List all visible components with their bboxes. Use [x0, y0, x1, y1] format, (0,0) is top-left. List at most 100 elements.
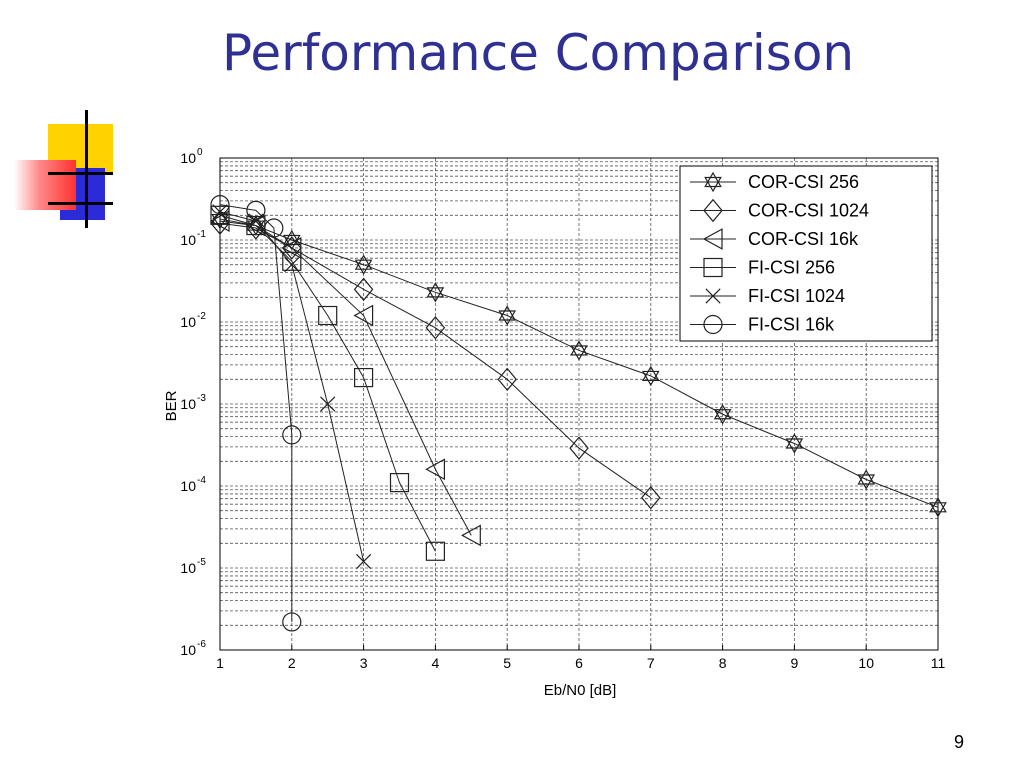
legend-label: COR-CSI 1024: [748, 201, 869, 221]
legend-box: [679, 165, 933, 342]
y-tick-base: 10: [180, 396, 196, 412]
marker-hexagram-up: [641, 365, 660, 382]
marker-hexagram-up: [704, 171, 722, 188]
y-tick-exponent: -3: [197, 393, 206, 404]
data-point: [284, 257, 300, 273]
legend-entry: FI-CSI 256: [690, 258, 835, 278]
data-point: [353, 304, 374, 327]
data-point: [570, 340, 588, 361]
legend-label: COR-CSI 256: [748, 172, 859, 192]
data-point: [318, 305, 338, 326]
marker-hexagram-down: [426, 287, 445, 303]
vertical-line: [85, 110, 88, 228]
marker-square: [703, 257, 723, 278]
series-hexagram: [211, 208, 947, 518]
marker-hexagram-down: [498, 310, 517, 326]
marker-hexagram-down: [354, 259, 373, 275]
series-triangle-left: [209, 210, 481, 547]
y-tick-label: 10 -3: [180, 393, 206, 412]
marker-triangle-left: [702, 228, 723, 250]
data-point: [641, 365, 660, 387]
marker-hexagram-up: [282, 229, 301, 246]
data-point: [929, 497, 947, 518]
data-point: [282, 612, 302, 632]
data-point: [461, 524, 481, 547]
marker-hexagram-up: [498, 305, 517, 321]
legend-label: FI-CSI 16k: [748, 315, 835, 335]
data-point: [320, 396, 336, 412]
legend-entry: FI-CSI 1024: [690, 286, 845, 306]
marker-hexagram-up: [857, 469, 876, 485]
y-tick-exponent: -5: [197, 557, 206, 568]
slide-title: Performance Comparison: [222, 24, 855, 82]
marker-hexagram-down: [704, 176, 722, 193]
page-number: 9: [953, 732, 964, 752]
legend-entry: COR-CSI 256: [690, 171, 859, 193]
marker-hexagram-down: [570, 345, 588, 361]
data-point: [355, 553, 372, 570]
y-tick-label: 10 0: [180, 147, 203, 166]
marker-hexagram-up: [426, 282, 445, 298]
series: [209, 195, 947, 632]
data-point: [264, 218, 284, 238]
legend-entry: COR-CSI 16k: [690, 228, 859, 250]
series-square: [210, 205, 445, 561]
y-tick-base: 10: [180, 478, 196, 494]
series-line: [219, 214, 436, 552]
data-point: [426, 282, 445, 303]
data-point: [210, 195, 230, 215]
y-tick-base: 10: [180, 314, 196, 330]
y-tick-label: 10 -4: [180, 475, 206, 494]
data-point: [354, 254, 373, 275]
legend-entry: COR-CSI 1024: [690, 198, 869, 223]
legend-label: FI-CSI 256: [748, 258, 835, 278]
marker-hexagram-up: [785, 433, 804, 449]
data-point: [857, 469, 876, 490]
marker-hexagram-up: [713, 404, 732, 420]
data-point: [713, 404, 732, 425]
marker-hexagram: [704, 171, 722, 193]
data-point: [281, 237, 302, 259]
data-point: [210, 205, 230, 225]
x-tick-label: 5: [503, 655, 511, 671]
x-tick-label: 7: [647, 655, 655, 671]
data-point: [353, 277, 374, 302]
decorative-logo: [10, 110, 130, 235]
y-tick-exponent: 0: [197, 147, 203, 158]
x-tick-label: 3: [360, 655, 368, 671]
marker-hexagram-down: [785, 438, 804, 454]
data-point: [425, 316, 446, 340]
marker-x: [705, 288, 721, 304]
marker-hexagram-down: [929, 502, 947, 518]
x-tick-label: 1: [216, 655, 224, 671]
y-tick-base: 10: [180, 560, 196, 576]
legend-label: FI-CSI 1024: [748, 286, 845, 306]
horizontal-line-top: [48, 172, 113, 175]
data-point: [248, 213, 264, 229]
data-point: [212, 204, 228, 220]
data-point: [282, 251, 302, 271]
data-point: [425, 541, 445, 561]
marker-hexagram-down: [641, 370, 660, 387]
data-point: [425, 458, 445, 481]
y-tick-exponent: -6: [197, 639, 206, 650]
data-point: [785, 433, 804, 454]
data-point: [354, 367, 374, 388]
marker-hexagram-up: [354, 254, 373, 270]
x-axis-label: Eb/N0 [dB]: [544, 682, 617, 699]
y-tick-exponent: -4: [197, 475, 206, 486]
y-axis-label: BER: [163, 390, 180, 421]
y-tick-base: 10: [180, 642, 196, 658]
series-line: [219, 204, 293, 622]
y-tick-label: 10 -2: [180, 311, 206, 330]
data-point: [498, 305, 517, 326]
x-tick-label: 8: [719, 655, 727, 671]
data-point: [389, 473, 410, 493]
data-point: [569, 436, 589, 460]
x-tick-label: 10: [858, 655, 874, 671]
x-tick-label: 2: [288, 655, 296, 671]
x-tick-label: 6: [575, 655, 583, 671]
horizontal-line-bottom: [48, 202, 113, 205]
